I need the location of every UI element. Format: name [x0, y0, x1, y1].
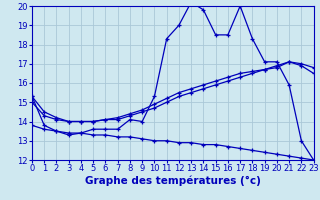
X-axis label: Graphe des températures (°c): Graphe des températures (°c): [85, 176, 261, 186]
